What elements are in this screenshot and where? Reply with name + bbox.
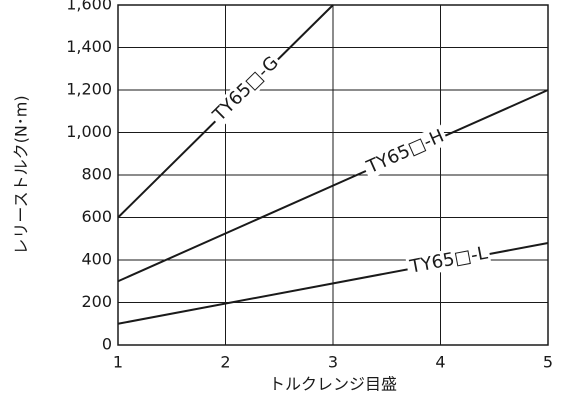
x-tick-label: 3 — [328, 353, 338, 372]
y-tick-label: 0 — [102, 335, 112, 354]
series-label-group: TY65□-L — [405, 242, 492, 279]
y-tick-label: 1,200 — [66, 80, 112, 99]
x-tick-label: 4 — [435, 353, 445, 372]
series-label: TY65□-L — [407, 243, 489, 278]
y-tick-label: 1,400 — [66, 37, 112, 56]
y-tick-label: 200 — [81, 292, 112, 311]
series-label-bg — [361, 124, 450, 180]
x-tick-label: 1 — [113, 353, 123, 372]
x-tick-label: 2 — [220, 353, 230, 372]
series-label: TY65□-H — [363, 125, 447, 178]
series-label-bg — [405, 242, 492, 279]
series-label-group: TY65□-G — [206, 50, 285, 128]
y-tick-label: 800 — [81, 165, 112, 184]
series-label-bg — [206, 50, 285, 128]
x-axis-label: トルクレンジ目盛 — [269, 375, 397, 394]
y-tick-label: 1,600 — [66, 0, 112, 14]
series-line — [117, 89, 549, 283]
y-tick-label: 600 — [81, 207, 112, 226]
y-tick-label: 400 — [81, 250, 112, 269]
x-tick-label: 5 — [543, 353, 553, 372]
y-axis-label: レリーストルク(N･m) — [12, 95, 31, 254]
y-tick-label: 1,000 — [66, 122, 112, 141]
plot-frame — [117, 4, 549, 346]
series-label: TY65□-G — [208, 52, 283, 126]
